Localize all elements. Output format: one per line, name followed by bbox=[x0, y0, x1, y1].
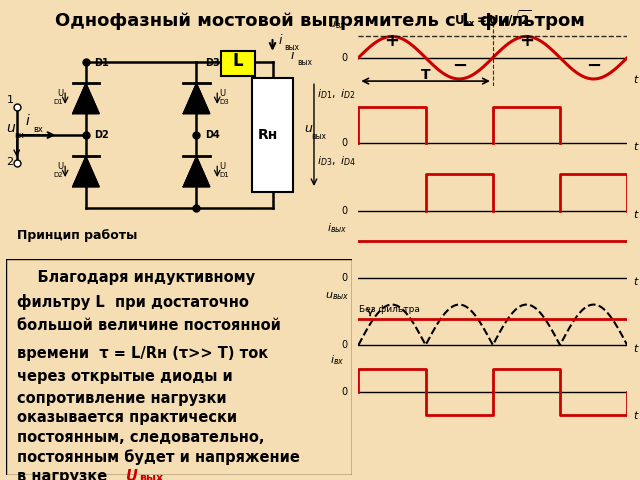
Text: $\mathbf{\it{i}}$: $\mathbf{\it{i}}$ bbox=[278, 33, 283, 47]
Text: $i_{вх}$: $i_{вх}$ bbox=[330, 353, 344, 367]
Text: D4: D4 bbox=[205, 130, 220, 140]
Text: U: U bbox=[58, 162, 63, 171]
Text: вых: вых bbox=[140, 473, 164, 480]
Text: $t$: $t$ bbox=[632, 207, 639, 219]
Polygon shape bbox=[183, 156, 210, 187]
Text: времени  τ = L/Rн (τ>> T) ток: времени τ = L/Rн (τ>> T) ток bbox=[17, 346, 268, 360]
Text: через открытые диоды и: через открытые диоды и bbox=[17, 370, 232, 384]
Text: 0: 0 bbox=[342, 340, 348, 350]
Text: Благодаря индуктивному: Благодаря индуктивному bbox=[17, 270, 255, 285]
Text: $U_m$: $U_m$ bbox=[639, 38, 640, 52]
Text: $t$: $t$ bbox=[632, 140, 639, 152]
Text: 0: 0 bbox=[342, 387, 348, 397]
Text: постоянным, следовательно,: постоянным, следовательно, bbox=[17, 430, 264, 445]
Text: 1: 1 bbox=[6, 96, 13, 105]
Text: 0: 0 bbox=[342, 205, 348, 216]
Text: U: U bbox=[58, 89, 63, 98]
Text: $t$: $t$ bbox=[632, 73, 639, 85]
Text: +: + bbox=[385, 32, 399, 50]
Text: вх: вх bbox=[33, 125, 44, 134]
Text: 0: 0 bbox=[342, 273, 348, 283]
Text: +: + bbox=[519, 32, 534, 50]
Text: $i_{вых}$: $i_{вых}$ bbox=[326, 221, 347, 235]
Text: вых: вых bbox=[298, 58, 312, 67]
Text: $\mathbf{U_{вх}=U_m/\sqrt{2}}$: $\mathbf{U_{вх}=U_m/\sqrt{2}}$ bbox=[454, 8, 532, 29]
Text: сопротивление нагрузки: сопротивление нагрузки bbox=[17, 391, 227, 406]
Text: D1: D1 bbox=[219, 172, 228, 178]
Text: D3: D3 bbox=[219, 99, 228, 105]
Text: большой величине постоянной: большой величине постоянной bbox=[17, 318, 281, 333]
Text: $t$: $t$ bbox=[632, 342, 639, 354]
Polygon shape bbox=[183, 84, 210, 114]
Text: U: U bbox=[219, 162, 225, 171]
Text: 0: 0 bbox=[342, 53, 348, 63]
Text: D2: D2 bbox=[95, 130, 109, 140]
Text: 0: 0 bbox=[342, 138, 348, 148]
Text: вых: вых bbox=[285, 43, 300, 52]
Text: фильтру L  при достаточно: фильтру L при достаточно bbox=[17, 294, 249, 310]
Text: $i_{D3},\ i_{D4}$: $i_{D3},\ i_{D4}$ bbox=[317, 154, 356, 168]
Text: в нагрузке: в нагрузке bbox=[17, 468, 112, 480]
Text: $\mathbf{\it{u}}$: $\mathbf{\it{u}}$ bbox=[303, 122, 313, 135]
Text: D1: D1 bbox=[95, 58, 109, 68]
Text: T: T bbox=[420, 68, 431, 82]
Text: 2: 2 bbox=[6, 157, 13, 168]
FancyBboxPatch shape bbox=[252, 79, 293, 192]
Text: постоянным будет и напряжение: постоянным будет и напряжение bbox=[17, 449, 300, 465]
Text: D1: D1 bbox=[54, 99, 63, 105]
Text: Без фильтра: Без фильтра bbox=[360, 305, 420, 314]
Text: D3: D3 bbox=[205, 58, 220, 68]
Text: Принцип работы: Принцип работы bbox=[17, 228, 137, 241]
Text: U: U bbox=[125, 468, 138, 480]
Text: .: . bbox=[157, 468, 163, 480]
Text: оказывается практически: оказывается практически bbox=[17, 410, 237, 425]
Text: L: L bbox=[233, 52, 243, 70]
Text: $t$: $t$ bbox=[632, 409, 639, 421]
Text: $\mathbf{\it{i}}$: $\mathbf{\it{i}}$ bbox=[290, 48, 295, 62]
Polygon shape bbox=[72, 156, 99, 187]
Text: $t$: $t$ bbox=[632, 275, 639, 287]
Polygon shape bbox=[72, 84, 99, 114]
Text: Rн: Rн bbox=[258, 128, 278, 142]
Text: $i_{D1},\ i_{D2}$: $i_{D1},\ i_{D2}$ bbox=[317, 87, 356, 101]
Text: −: − bbox=[452, 57, 467, 74]
Text: вых: вых bbox=[311, 132, 326, 141]
Text: Однофазный мостовой выпрямитель с L фильтром: Однофазный мостовой выпрямитель с L филь… bbox=[55, 12, 585, 30]
Text: вх: вх bbox=[14, 132, 24, 140]
Text: $\mathbf{\it{u}}$: $\mathbf{\it{u}}$ bbox=[6, 121, 17, 135]
Text: −: − bbox=[586, 57, 601, 74]
Text: $u_{вых}$: $u_{вых}$ bbox=[324, 290, 349, 302]
Text: U: U bbox=[219, 89, 225, 98]
Text: $u_{вх}$: $u_{вх}$ bbox=[328, 19, 346, 31]
Text: $\mathbf{\it{i}}$: $\mathbf{\it{i}}$ bbox=[26, 113, 31, 129]
Text: D2: D2 bbox=[54, 172, 63, 178]
FancyBboxPatch shape bbox=[221, 51, 255, 76]
